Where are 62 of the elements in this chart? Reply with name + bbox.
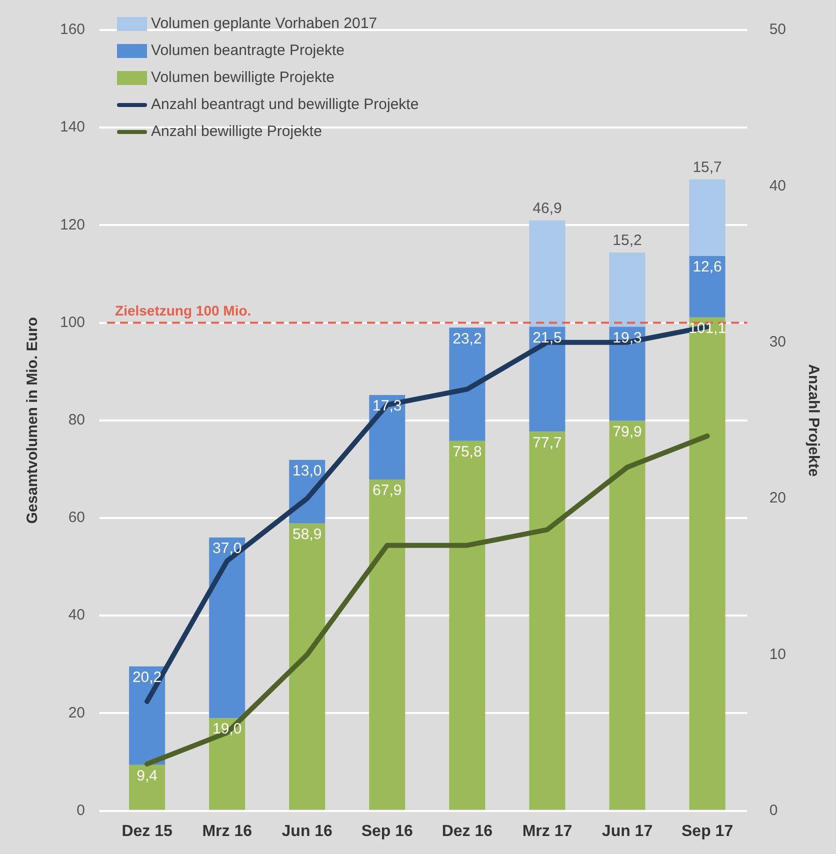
data-label: 79,9: [612, 424, 642, 441]
y-tick-label: 80: [68, 412, 86, 429]
data-label: 75,8: [452, 444, 482, 461]
bar: [689, 256, 726, 318]
y2-tick-label: 20: [769, 490, 786, 507]
x-tick-label: Sep 16: [361, 822, 414, 840]
y2-tick-label: 40: [769, 177, 786, 194]
y2-tick-label: 30: [769, 333, 786, 350]
data-label: 13,0: [292, 462, 322, 480]
bar: [369, 479, 406, 810]
data-label: 77,7: [532, 434, 562, 452]
y2-tick-label: 0: [769, 802, 778, 819]
data-label: 19,0: [212, 720, 242, 738]
bar: [209, 538, 246, 718]
bar: [609, 420, 646, 810]
x-tick-label: Jun 17: [602, 822, 653, 840]
ref-line-label: Zielsetzung 100 Mio.: [115, 302, 252, 319]
data-label: 58,9: [292, 526, 322, 544]
bar: [689, 317, 726, 810]
y2-tick-label: 10: [769, 646, 786, 663]
bar: [529, 220, 566, 327]
y-tick-label: 160: [60, 21, 86, 38]
data-label: 23,2: [452, 330, 482, 348]
legend-label: Volumen bewilligte Projekte: [151, 69, 334, 86]
y-tick-label: 140: [60, 118, 86, 136]
legend-label: Anzahl beantragt und bewilligte Projekte: [151, 96, 419, 113]
y-tick-label: 0: [76, 802, 86, 819]
data-label: 15,7: [692, 158, 722, 176]
bar: [529, 326, 566, 432]
bar: [289, 523, 326, 810]
legend-label: Anzahl bewilligte Projekte: [151, 123, 322, 140]
data-label: 9,4: [136, 768, 158, 785]
legend-label: Volumen beantragte Projekte: [151, 42, 344, 59]
bar: [449, 440, 486, 810]
y2-tick-label: 50: [769, 21, 786, 38]
x-tick-label: Mrz 16: [202, 822, 252, 840]
data-label: 15,2: [612, 232, 642, 250]
bar: [689, 179, 726, 256]
y2-axis-title: Anzahl Projekte: [804, 364, 822, 477]
y-tick-label: 20: [68, 704, 86, 722]
annotation: 46,9: [532, 200, 562, 217]
x-tick-label: Dez 15: [122, 822, 172, 840]
y-tick-label: 60: [68, 509, 86, 526]
y-tick-label: 100: [60, 314, 86, 331]
x-tick-label: Jun 16: [282, 822, 333, 840]
x-tick-label: Mrz 17: [522, 822, 572, 840]
bar: [609, 252, 646, 327]
data-label: 12,6: [692, 258, 722, 276]
bar: [449, 328, 486, 441]
data-label: 37,0: [212, 540, 242, 558]
legend-label: Volumen geplante Vorhaben 2017: [151, 15, 378, 32]
x-tick-label: Dez 16: [442, 822, 493, 840]
bar: [129, 764, 166, 810]
bar: [209, 718, 246, 810]
bar: [529, 432, 566, 810]
x-tick-label: Sep 17: [682, 822, 734, 840]
y-tick-label: 120: [60, 216, 86, 234]
y-tick-label: 40: [68, 606, 86, 624]
data-label: 67,9: [372, 482, 402, 500]
bar: [369, 395, 406, 480]
y-axis-title: Gesamtvolumen in Mio. Euro: [24, 317, 42, 524]
bar: [609, 326, 646, 421]
